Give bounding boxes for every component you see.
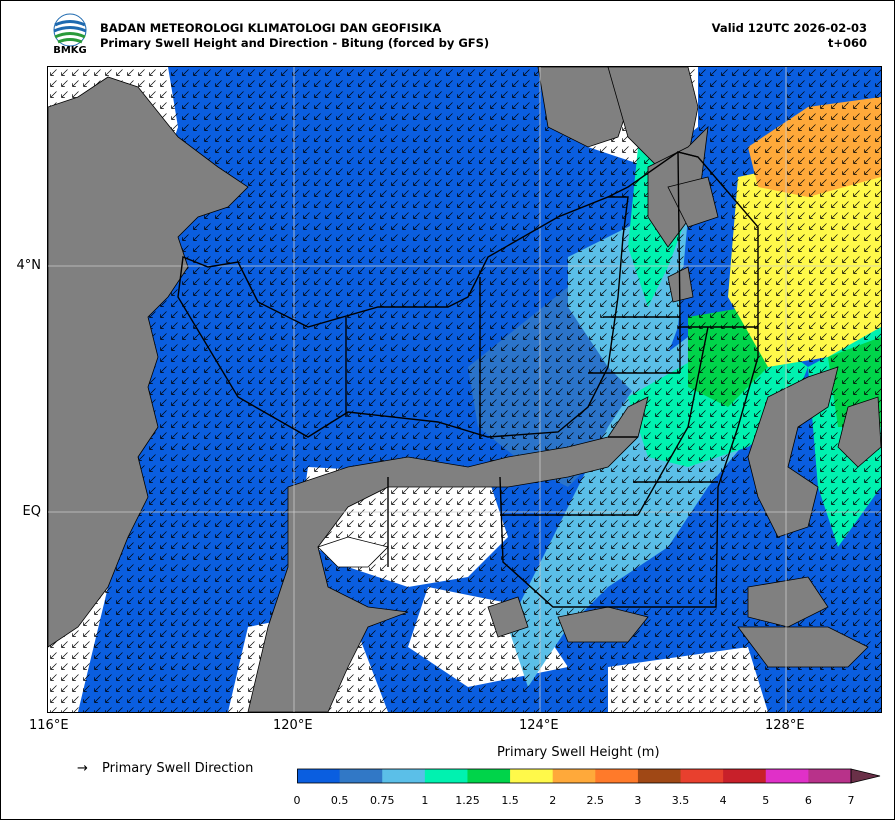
lon-label-124: 124°E — [519, 718, 559, 733]
colorbar-outline — [297, 768, 852, 784]
colorbar-segment — [680, 769, 724, 783]
colorbar-tick-label: 7 — [847, 794, 855, 807]
colorbar-segment — [510, 769, 554, 783]
colorbar-segment — [552, 769, 596, 783]
product-title: Primary Swell Height and Direction - Bit… — [100, 36, 490, 50]
colorbar-title: Primary Swell Height (m) — [497, 745, 660, 760]
zone-boundaries — [177, 151, 759, 608]
colorbar-segment — [339, 769, 383, 783]
banggai-island — [487, 596, 529, 638]
colorbar-segment — [382, 769, 426, 783]
direction-arrow-icon: → — [77, 761, 88, 776]
halmahera-east — [837, 396, 881, 468]
sangihe-island — [667, 266, 694, 303]
colorbar-tick-label: 3 — [634, 794, 642, 807]
colorbar-tick-label: 2.5 — [586, 794, 605, 807]
forecast-step: t+060 — [827, 36, 867, 50]
land-masses — [48, 67, 881, 712]
map-canvas — [48, 67, 881, 712]
colorbar-tick-label: 1 — [421, 794, 429, 807]
talaud-island — [667, 176, 719, 228]
agency-title: BADAN METEOROLOGI KLIMATOLOGI DAN GEOFIS… — [100, 21, 442, 35]
colorbar-segment — [595, 769, 639, 783]
lon-label-116: 116°E — [29, 718, 69, 733]
colorbar-tick-label: 1.25 — [455, 794, 480, 807]
colorbar-extend-arrow — [850, 768, 881, 784]
obi-island — [747, 576, 829, 628]
colorbar-segment — [297, 769, 341, 783]
mindanao-west — [537, 67, 629, 148]
colorbar-tick-label: 2 — [549, 794, 557, 807]
borneo — [48, 76, 249, 648]
logo-text: BMKG — [53, 45, 87, 56]
colorbar-tick-label: 0 — [293, 794, 301, 807]
tomini-gulf — [317, 536, 389, 568]
colorbar-segment — [424, 769, 468, 783]
colorbar-tick-label: 0.5 — [330, 794, 349, 807]
halmahera — [747, 366, 839, 538]
colorbar-tick-label: 1.5 — [501, 794, 519, 807]
lat-label-eq: EQ — [22, 504, 41, 519]
bmkg-logo-icon — [53, 13, 87, 47]
lon-label-128: 128°E — [765, 718, 805, 733]
seram-north — [737, 626, 869, 668]
sula-islands — [557, 606, 649, 643]
direction-legend-label: Primary Swell Direction — [102, 761, 254, 776]
colorbar — [297, 768, 881, 784]
colorbar-segment — [765, 769, 809, 783]
colorbar-segment — [723, 769, 767, 783]
colorbar-tick-label: 0.75 — [369, 794, 395, 807]
lon-label-120: 120°E — [273, 718, 313, 733]
sulawesi — [247, 396, 649, 712]
valid-time: Valid 12UTC 2026-02-03 — [711, 21, 867, 35]
colorbar-tick-label: 3.5 — [671, 794, 690, 807]
swell-map — [47, 66, 882, 713]
colorbar-tick-label: 5 — [762, 794, 770, 807]
colorbar-segment — [467, 769, 511, 783]
colorbar-tick-label: 4 — [719, 794, 727, 807]
colorbar-tick-label: 6 — [804, 794, 812, 807]
graticule — [48, 67, 881, 712]
lat-label-4n: 4°N — [16, 258, 42, 273]
colorbar-segment — [808, 769, 852, 783]
colorbar-segment — [637, 769, 682, 783]
